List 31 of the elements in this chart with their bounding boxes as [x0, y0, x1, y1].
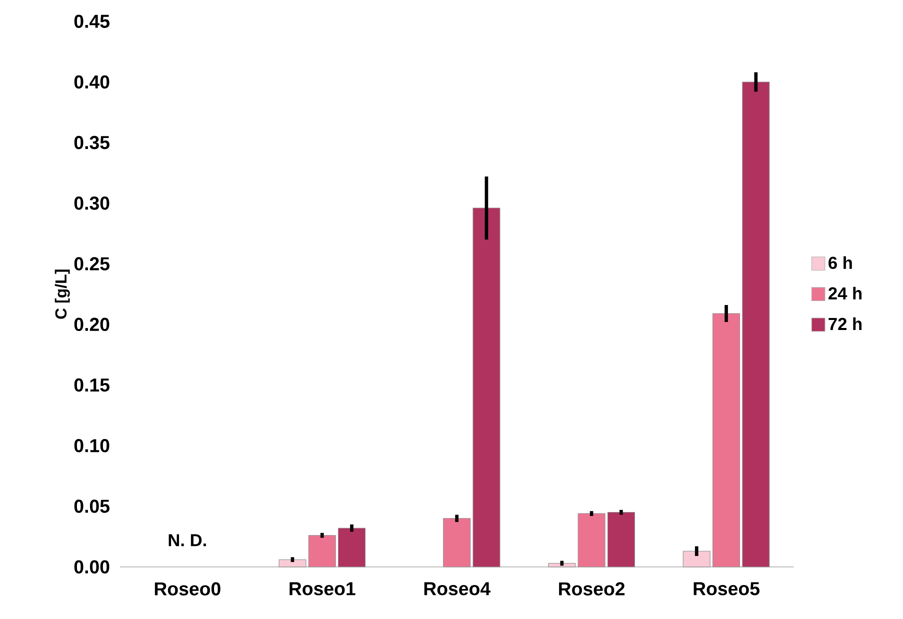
y-tick-label: 0.30 [74, 196, 110, 210]
bar [578, 513, 606, 568]
y-tick-label: 0.15 [74, 378, 110, 392]
bar [548, 563, 576, 568]
y-tick-label: 0.05 [74, 500, 110, 513]
x-tick-label: Roseo2 [559, 582, 625, 596]
y-tick-label: 0.20 [74, 318, 110, 332]
bar [712, 313, 740, 568]
y-tick-label: 0.40 [74, 75, 110, 89]
y-tick-label: 0.35 [74, 136, 110, 150]
bar [472, 208, 500, 568]
bar [443, 518, 471, 568]
legend-label: 24 h [828, 286, 862, 300]
y-tick-label: 0.10 [74, 439, 110, 452]
bar [607, 512, 635, 568]
x-tick-label: Roseo0 [154, 582, 220, 596]
x-tick-label: Roseo1 [290, 582, 356, 596]
annotation: N. D. [168, 534, 206, 546]
bar [742, 82, 770, 568]
y-tick-label: 0.45 [74, 14, 110, 28]
bar [338, 528, 366, 568]
legend-label: 72 h [828, 317, 862, 330]
bar [278, 559, 306, 568]
x-tick-label: Roseo5 [694, 582, 760, 596]
y-axis-title: C [g/L] [54, 270, 70, 319]
legend-label: 6 h [828, 256, 852, 270]
y-tick-label: 0.00 [74, 560, 110, 574]
bar [682, 550, 710, 568]
x-tick-label: Roseo4 [424, 582, 490, 596]
y-tick-label: 0.25 [74, 257, 110, 270]
bar [308, 535, 336, 568]
